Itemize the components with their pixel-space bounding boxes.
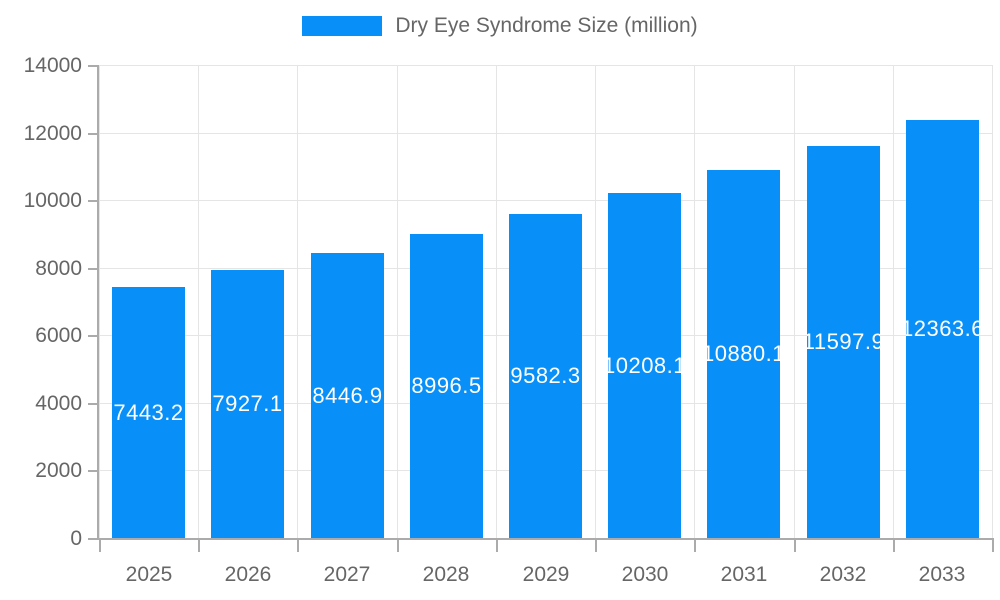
x-gridline bbox=[794, 65, 795, 538]
x-axis-tick bbox=[198, 538, 200, 552]
bar-value-label: 9582.3 bbox=[510, 363, 581, 388]
bar-2029[interactable]: 9582.3 bbox=[509, 214, 582, 538]
x-axis-line bbox=[97, 538, 994, 540]
bar-value-label: 12363.6 bbox=[906, 316, 979, 341]
x-axis-tick bbox=[397, 538, 399, 552]
bar-value-label: 10208.1 bbox=[608, 352, 681, 378]
y-gridline bbox=[99, 133, 992, 134]
x-axis-tick bbox=[297, 538, 299, 552]
x-axis-tick bbox=[595, 538, 597, 552]
bar-value-label: 7443.2 bbox=[113, 399, 184, 425]
y-tick-label: 8000 bbox=[35, 257, 82, 280]
y-axis-tick bbox=[88, 403, 99, 405]
y-tick-label: 4000 bbox=[35, 392, 82, 415]
bar-2030[interactable]: 10208.1 bbox=[608, 193, 681, 538]
x-gridline bbox=[198, 65, 199, 538]
y-tick-label: 6000 bbox=[35, 324, 82, 347]
bar-2033[interactable]: 12363.6 bbox=[906, 120, 979, 538]
x-axis-tick bbox=[992, 538, 994, 552]
bar-value-label: 7927.1 bbox=[212, 391, 283, 416]
x-gridline bbox=[595, 65, 596, 538]
x-gridline bbox=[694, 65, 695, 538]
chart-legend[interactable]: Dry Eye Syndrome Size (million) bbox=[0, 14, 1000, 38]
bar-2032[interactable]: 11597.9 bbox=[807, 146, 880, 538]
bar-2025[interactable]: 7443.2 bbox=[112, 287, 185, 538]
y-axis-tick bbox=[88, 65, 99, 67]
y-axis-tick bbox=[88, 335, 99, 337]
x-tick-label-2025: 2025 bbox=[125, 563, 173, 586]
y-axis-tick bbox=[88, 538, 99, 540]
x-axis-tick bbox=[893, 538, 895, 552]
x-tick-label-2033: 2033 bbox=[918, 563, 966, 586]
y-tick-label: 2000 bbox=[35, 459, 82, 482]
bar-value-label: 11597.9 bbox=[807, 329, 880, 354]
bar-2026[interactable]: 7927.1 bbox=[211, 270, 284, 538]
y-axis-tick bbox=[88, 470, 99, 472]
x-axis-tick bbox=[99, 538, 101, 552]
x-gridline bbox=[496, 65, 497, 538]
x-axis-tick bbox=[694, 538, 696, 552]
y-gridline bbox=[99, 200, 992, 201]
x-tick-label-2026: 2026 bbox=[224, 563, 272, 586]
x-tick-label-2029: 2029 bbox=[522, 563, 570, 586]
x-tick-label-2027: 2027 bbox=[323, 563, 371, 586]
y-axis-line bbox=[97, 65, 99, 540]
x-tick-label-2032: 2032 bbox=[819, 563, 867, 586]
x-tick-label-2030: 2030 bbox=[621, 563, 669, 586]
bar-value-label: 10880.1 bbox=[707, 341, 780, 366]
x-tick-label-2028: 2028 bbox=[422, 563, 470, 586]
y-tick-label: 10000 bbox=[23, 189, 82, 212]
y-tick-label: 12000 bbox=[23, 122, 82, 145]
bar-value-label: 8446.9 bbox=[312, 382, 383, 408]
y-tick-label: 0 bbox=[70, 527, 82, 550]
x-axis-tick bbox=[496, 538, 498, 552]
bar-value-label: 8996.5 bbox=[411, 373, 482, 398]
y-axis-tick bbox=[88, 268, 99, 270]
y-axis-tick bbox=[88, 200, 99, 202]
legend-label: Dry Eye Syndrome Size (million) bbox=[395, 14, 698, 37]
y-gridline bbox=[99, 65, 992, 66]
bar-2028[interactable]: 8996.5 bbox=[410, 234, 483, 538]
x-tick-label-2031: 2031 bbox=[720, 563, 768, 586]
x-axis-tick bbox=[794, 538, 796, 552]
x-gridline bbox=[99, 65, 100, 538]
x-gridline bbox=[397, 65, 398, 538]
y-axis-tick bbox=[88, 133, 99, 135]
x-gridline bbox=[893, 65, 894, 538]
bar-2027[interactable]: 8446.9 bbox=[311, 253, 384, 538]
y-tick-label: 14000 bbox=[23, 54, 82, 77]
x-gridline bbox=[992, 65, 993, 538]
bar-2031[interactable]: 10880.1 bbox=[707, 170, 780, 538]
legend-color-swatch bbox=[302, 16, 383, 36]
x-gridline bbox=[297, 65, 298, 538]
